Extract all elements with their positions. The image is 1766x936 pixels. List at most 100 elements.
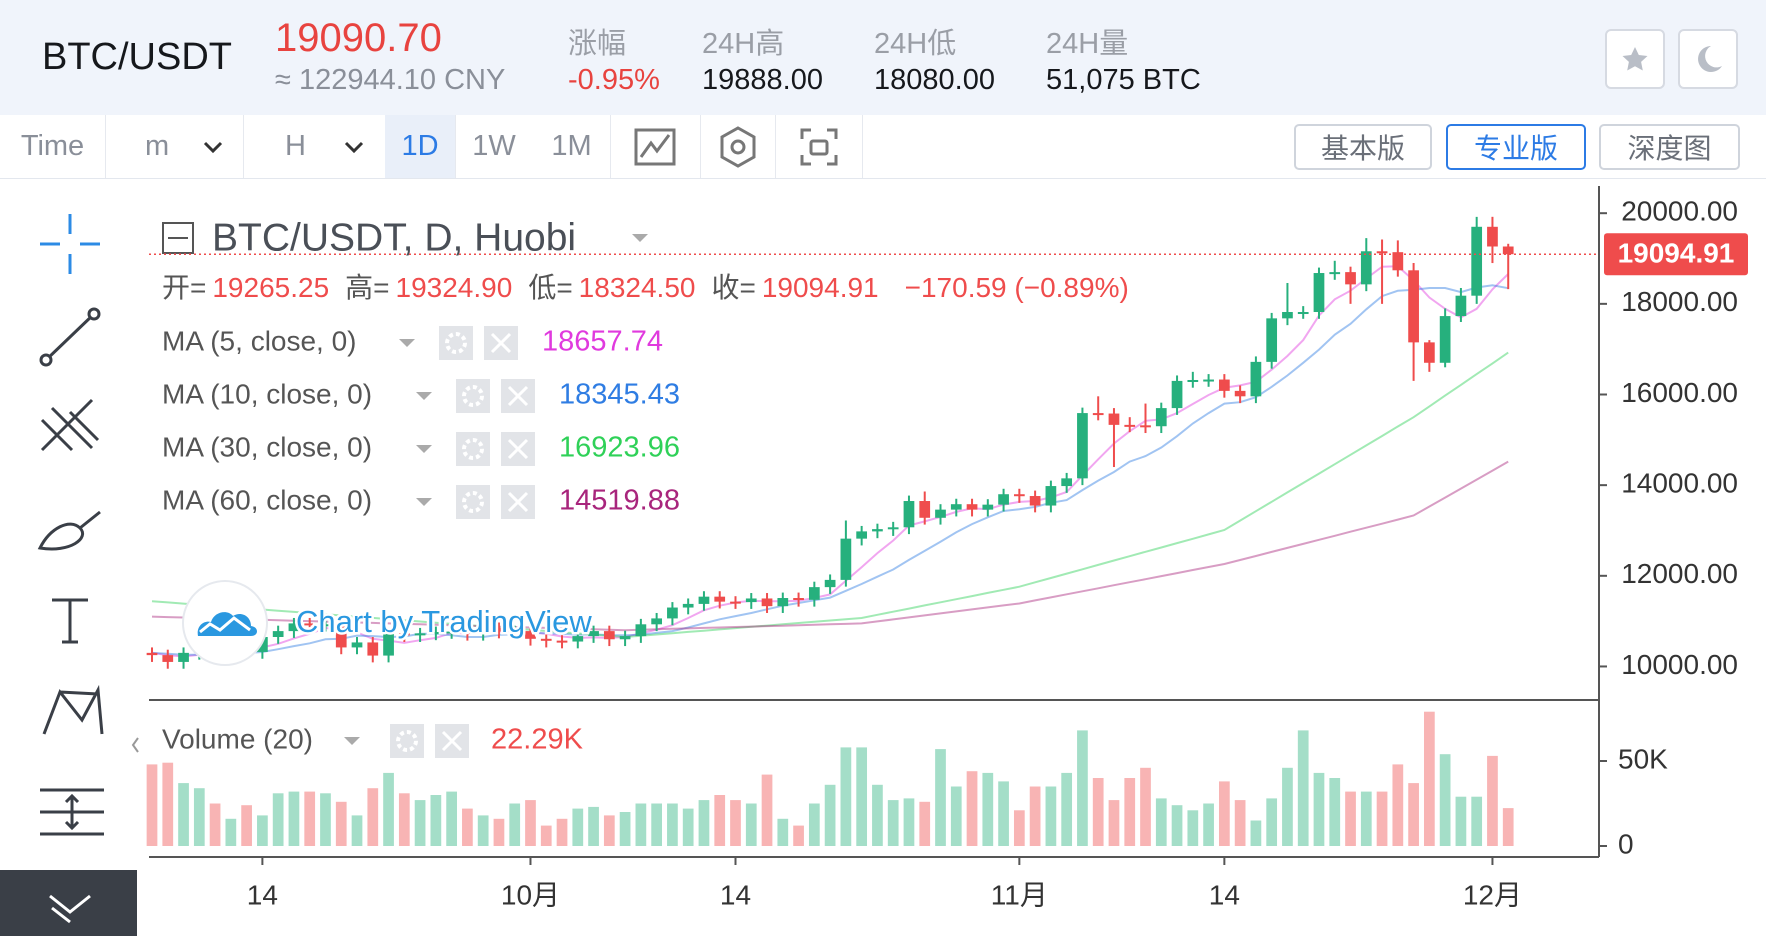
collapse-arrow[interactable] xyxy=(131,737,139,753)
screenshot-button[interactable] xyxy=(775,115,863,178)
volume-bar xyxy=(887,800,899,847)
settings-button[interactable] xyxy=(456,432,490,466)
x-tick-label: 10月 xyxy=(501,879,560,910)
candle-body xyxy=(304,623,316,626)
candle-body xyxy=(1408,270,1419,343)
favorite-button[interactable] xyxy=(1605,29,1665,89)
candle-body xyxy=(1250,361,1262,397)
caret xyxy=(416,392,432,400)
candle-body xyxy=(335,624,347,648)
candle-body xyxy=(1218,379,1230,391)
pattern-tool[interactable] xyxy=(42,684,104,735)
volume-bar xyxy=(966,771,978,847)
candle-body xyxy=(1471,226,1483,296)
interval-button[interactable]: 1W xyxy=(472,130,516,162)
cny-price: ≈ 122944.10 CNY xyxy=(275,64,506,96)
candle-body xyxy=(1487,226,1498,247)
readout-value: 19265.25 xyxy=(212,272,329,303)
theme-button[interactable] xyxy=(1678,29,1738,89)
chart-type-button[interactable] xyxy=(610,115,701,178)
volume-bar xyxy=(225,818,237,847)
icon xyxy=(634,128,676,165)
volume-bars xyxy=(146,711,1514,847)
volume-bar xyxy=(745,803,757,847)
legend-name: MA (10, close, 0) xyxy=(162,378,372,409)
candle-body xyxy=(1108,413,1120,425)
stat-value: 51,075 BTC xyxy=(1046,64,1201,96)
candle-body xyxy=(477,627,489,634)
volume-bar xyxy=(1092,777,1104,847)
last-price: 19090.70 xyxy=(275,16,442,60)
candle-body xyxy=(320,624,331,627)
candle-body xyxy=(288,623,300,632)
time-button[interactable]: Time xyxy=(0,115,106,178)
hour-label: H xyxy=(285,130,306,162)
candle-body xyxy=(935,509,946,518)
stat-label: 24H低 xyxy=(874,28,957,60)
caret xyxy=(416,498,432,506)
volume-bar xyxy=(1187,810,1199,847)
candle-body xyxy=(398,633,410,636)
collapse-icon[interactable] xyxy=(162,222,194,254)
remove-icon xyxy=(507,438,529,460)
hour-select[interactable]: H xyxy=(243,115,386,178)
volume-bar xyxy=(761,774,773,847)
collapse-button[interactable] xyxy=(0,870,137,936)
candle-body xyxy=(1029,496,1041,506)
stat-value: 19888.00 xyxy=(702,64,823,96)
volume-bar xyxy=(1203,803,1214,847)
legend-name: MA (30, close, 0) xyxy=(162,431,372,462)
volume-bar xyxy=(446,791,457,847)
volume-bar xyxy=(477,815,489,847)
volume-bar xyxy=(540,825,552,847)
settings-button[interactable] xyxy=(456,485,490,519)
volume-bar xyxy=(982,772,994,847)
drawing-tools xyxy=(0,214,139,936)
volume-bar xyxy=(572,808,584,847)
fib-tool[interactable] xyxy=(40,398,100,452)
volume-bar xyxy=(619,811,631,847)
x-tick-label: 14 xyxy=(1209,879,1240,910)
readout-label: 低= xyxy=(528,272,572,303)
stat-label: 涨幅 xyxy=(568,28,627,60)
volume-bar xyxy=(682,808,694,847)
view-button[interactable]: 基本版 xyxy=(1294,124,1432,170)
volume-bar xyxy=(335,801,347,847)
brush-tool[interactable] xyxy=(37,510,101,551)
crosshair-tool[interactable] xyxy=(40,214,100,274)
indicator-button[interactable] xyxy=(700,115,776,178)
volume-bar xyxy=(1360,791,1372,847)
view-button[interactable]: 深度图 xyxy=(1599,124,1740,170)
interval-button[interactable]: 1D xyxy=(385,115,456,178)
text-tool[interactable] xyxy=(52,598,88,644)
volume-bar xyxy=(1439,754,1451,847)
line-tool[interactable] xyxy=(44,312,96,362)
measure-tool[interactable] xyxy=(40,788,104,836)
volume-bar xyxy=(320,793,331,847)
y-tick-label: 0 xyxy=(1618,828,1634,859)
candle-body xyxy=(414,633,426,636)
settings-button[interactable] xyxy=(390,724,424,758)
candle-body xyxy=(919,501,931,518)
volume-bar xyxy=(1376,791,1388,847)
view-button[interactable]: 专业版 xyxy=(1446,124,1586,170)
candle-body xyxy=(730,601,741,604)
candle-body xyxy=(667,607,678,619)
volume-bar xyxy=(241,805,252,847)
settings-button[interactable] xyxy=(439,326,473,360)
volume-bar xyxy=(351,815,363,847)
candle-body xyxy=(824,579,836,588)
minute-select[interactable]: m xyxy=(105,115,244,178)
settings-button[interactable] xyxy=(456,379,490,413)
y-tick-label: 50K xyxy=(1618,743,1668,774)
volume-bar xyxy=(272,793,284,847)
interval-button[interactable]: 1M xyxy=(533,115,611,178)
legend-value: 16923.96 xyxy=(559,432,680,464)
remove-icon xyxy=(490,332,512,354)
last-price-label: 19094.91 xyxy=(1618,238,1735,269)
volume-bar xyxy=(950,786,962,847)
volume-bar xyxy=(1140,767,1151,847)
volume-bar xyxy=(808,803,820,847)
readout-label: 收= xyxy=(711,272,755,303)
pair: BTC/USDT xyxy=(42,36,232,78)
